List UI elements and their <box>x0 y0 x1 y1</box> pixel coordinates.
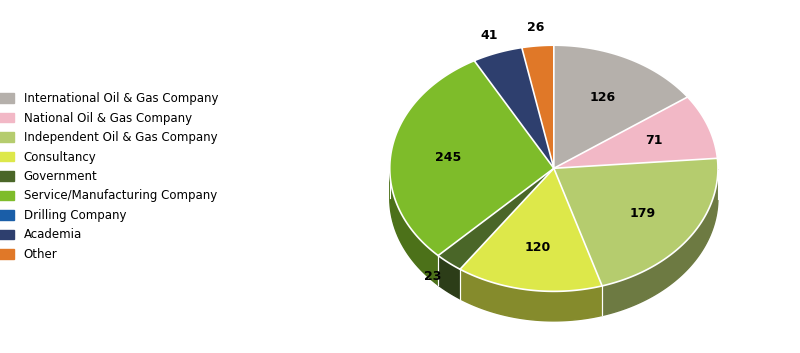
Polygon shape <box>438 168 554 269</box>
Text: 41: 41 <box>480 29 498 42</box>
Text: 26: 26 <box>526 21 544 34</box>
Polygon shape <box>554 45 687 168</box>
Polygon shape <box>602 169 718 316</box>
Polygon shape <box>554 158 718 286</box>
Polygon shape <box>474 48 554 168</box>
Text: 245: 245 <box>435 151 462 164</box>
Text: 179: 179 <box>629 207 655 220</box>
Polygon shape <box>390 61 554 256</box>
Legend: International Oil & Gas Company, National Oil & Gas Company, Independent Oil & G: International Oil & Gas Company, Nationa… <box>0 86 224 267</box>
Polygon shape <box>460 269 602 321</box>
Polygon shape <box>438 256 460 299</box>
Text: 126: 126 <box>590 91 616 104</box>
Text: 71: 71 <box>646 134 663 148</box>
Text: 120: 120 <box>524 241 550 254</box>
Polygon shape <box>460 168 602 291</box>
Polygon shape <box>554 97 718 168</box>
Text: 23: 23 <box>424 270 442 283</box>
Polygon shape <box>390 169 438 285</box>
Polygon shape <box>522 45 554 168</box>
